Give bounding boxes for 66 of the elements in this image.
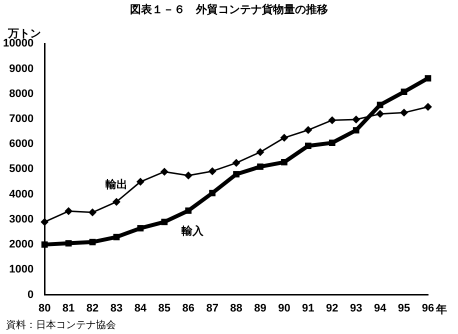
y-tick-label: 6000 — [9, 138, 34, 150]
y-tick-label: 3000 — [9, 213, 34, 226]
point — [112, 198, 120, 206]
x-tick-label: 86 — [182, 302, 194, 314]
point — [328, 116, 336, 124]
x-tick-label: 90 — [278, 302, 290, 314]
text: 資料：日本コンテナ協会 — [6, 318, 116, 332]
x-tick-label: 89 — [254, 302, 266, 314]
x-tick-label: 85 — [158, 302, 171, 314]
point — [136, 178, 144, 186]
point — [137, 225, 144, 232]
x-tick-label: 88 — [230, 302, 242, 314]
point — [64, 207, 73, 216]
point — [376, 110, 384, 118]
y-tick-label: 2000 — [9, 238, 34, 251]
x-tick-label: 82 — [86, 302, 99, 314]
point — [304, 126, 312, 134]
x-tick-label: 80 — [38, 302, 51, 314]
y-tick-label: 7000 — [9, 112, 34, 125]
x-tick-label: 96 — [422, 302, 434, 314]
point — [424, 102, 432, 111]
point — [256, 148, 264, 156]
x-axis-title: 年 — [436, 302, 447, 317]
chart-title: 図表１－６ 外貿コンテナ貨物量の推移 — [129, 2, 329, 17]
point — [280, 134, 288, 142]
point — [400, 108, 408, 117]
point — [328, 140, 336, 146]
y-tick-label: 9000 — [9, 62, 34, 75]
y-tick-label: 0 — [27, 288, 34, 301]
point — [65, 240, 72, 246]
y-tick-label: 10000 — [2, 38, 34, 50]
x-tick-label: 84 — [134, 302, 148, 314]
y-tick-label: 4000 — [9, 188, 34, 200]
point — [352, 127, 360, 134]
y-tick-label: 1000 — [9, 264, 34, 276]
point — [160, 168, 168, 176]
x-tick-label: 87 — [206, 302, 218, 314]
y-tick-label: 8000 — [9, 88, 34, 100]
point — [184, 171, 192, 180]
x-tick-label: 92 — [326, 302, 338, 314]
x-tick-label: 93 — [350, 302, 362, 314]
x-tick-label: 83 — [110, 302, 123, 314]
point — [88, 208, 97, 216]
point — [257, 164, 264, 170]
series-label: 輸入 — [180, 224, 204, 238]
x-tick-label: 81 — [62, 302, 75, 314]
x-tick-label: 91 — [302, 302, 314, 314]
point — [400, 88, 408, 96]
point — [281, 158, 288, 166]
x-tick-label: 94 — [374, 302, 388, 314]
point — [208, 167, 216, 176]
point — [185, 207, 192, 214]
point — [305, 142, 312, 150]
point — [40, 218, 49, 226]
point — [209, 190, 216, 196]
point — [232, 158, 240, 167]
x-tick-label: 95 — [398, 302, 410, 314]
point — [376, 102, 384, 108]
point — [352, 115, 360, 124]
series-label: 輸出 — [104, 178, 128, 191]
point — [41, 241, 48, 248]
point — [161, 218, 168, 226]
y-tick-label: 5000 — [9, 163, 34, 176]
y-axis-title: 万トン — [8, 26, 41, 40]
point — [424, 75, 432, 82]
point — [233, 171, 240, 178]
